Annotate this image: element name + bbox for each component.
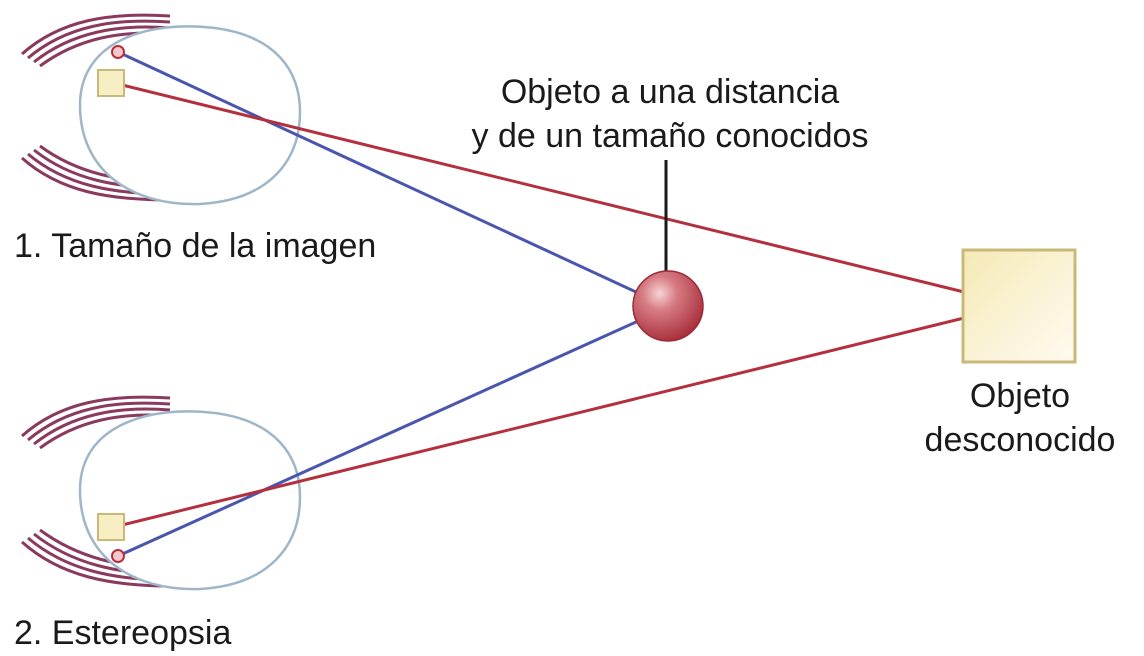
unknown-object-label: Objeto desconocido bbox=[900, 374, 1140, 462]
ray-red-top bbox=[117, 82, 965, 294]
known-object-sphere bbox=[632, 270, 704, 342]
known-object-label-line1: Objeto a una distancia bbox=[500, 73, 840, 111]
ray-blue-bottom bbox=[117, 320, 637, 558]
unknown-object-label-line1: Objeto bbox=[969, 377, 1071, 415]
known-object-label: Objeto a una distancia y de un tamaño co… bbox=[420, 70, 920, 158]
retina-sphere-image-top bbox=[111, 45, 125, 59]
retinal-images bbox=[97, 45, 125, 563]
unknown-object-label-line2: desconocido bbox=[924, 421, 1116, 459]
eye1-caption: 1. Tamaño de la imagen bbox=[14, 227, 377, 265]
eye-bottom bbox=[21, 395, 302, 591]
retina-sphere-image-bottom bbox=[111, 549, 125, 563]
eyeball-bottom bbox=[78, 410, 302, 591]
eyelid-bottom-upper-lashes bbox=[21, 395, 171, 450]
eye2-caption: 2. Estereopsia bbox=[14, 614, 232, 652]
eye-top bbox=[21, 13, 302, 206]
rays bbox=[117, 50, 965, 558]
ray-blue-top bbox=[117, 50, 637, 294]
ray-red-bottom bbox=[117, 316, 965, 528]
unknown-object-square bbox=[961, 248, 1077, 364]
known-object-label-line2: y de un tamaño conocidos bbox=[471, 117, 869, 155]
retina-square-image-bottom bbox=[97, 513, 125, 541]
eyeball-top bbox=[78, 25, 302, 206]
retina-square-image-top bbox=[97, 69, 125, 97]
